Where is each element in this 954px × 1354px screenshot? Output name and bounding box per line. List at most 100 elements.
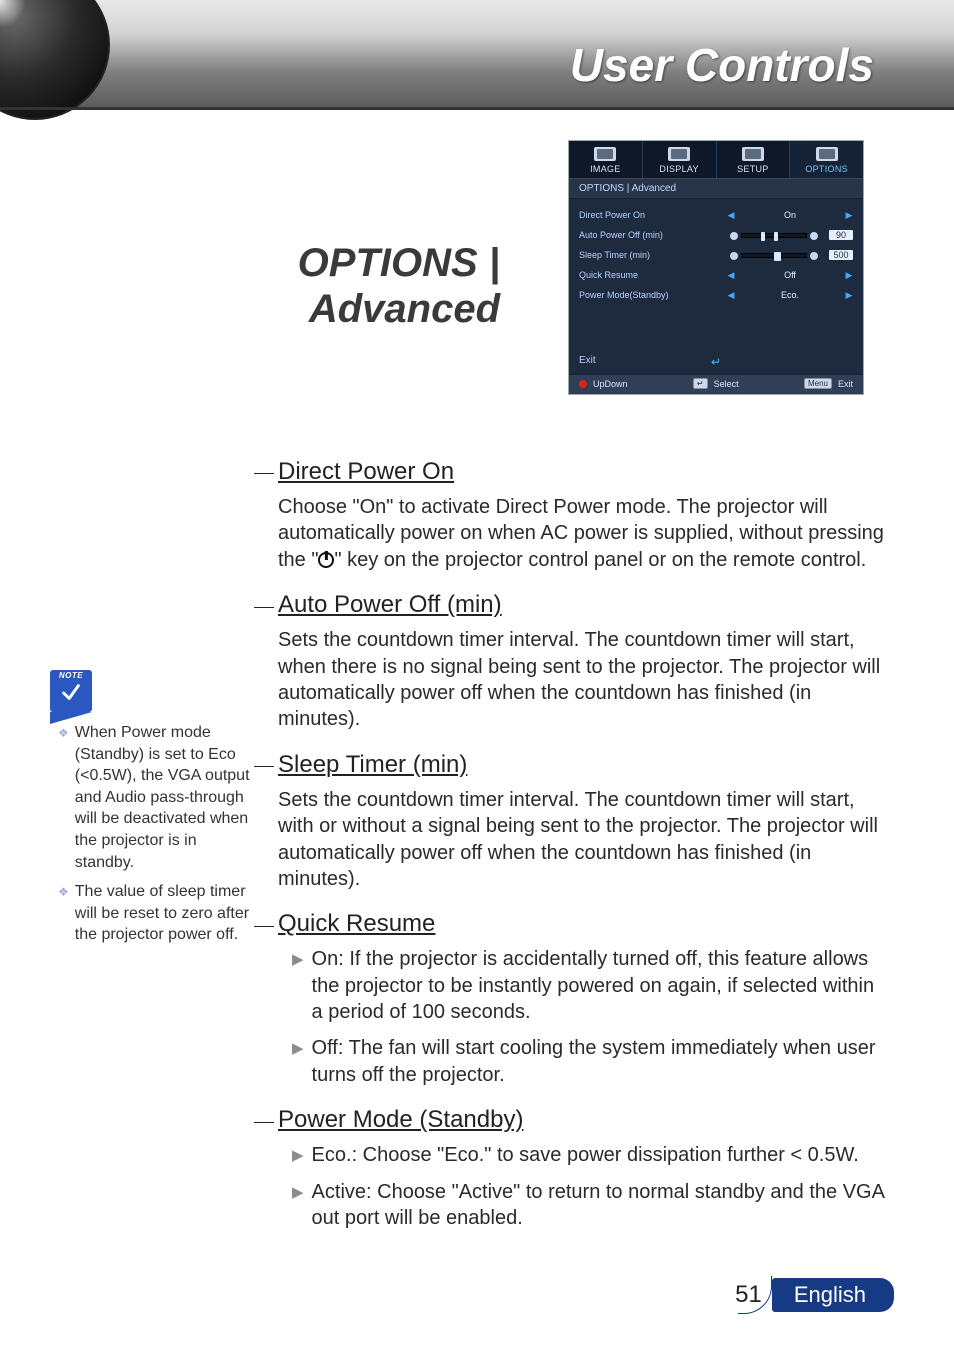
osd-panel: IMAGE DISPLAY SETUP OPTIONS OPTIONS | Advan… <box>568 140 864 395</box>
sidebar-bullet: ❖The value of sleep timer will be reset … <box>58 881 258 946</box>
bullet-text: Eco.: Choose "Eco." to save power dissip… <box>312 1142 859 1168</box>
osd-row-value: 500 <box>829 250 853 260</box>
arrow-left-icon[interactable]: ◀ <box>727 290 735 301</box>
topic-body: Choose "On" to activate Direct Power mod… <box>278 494 884 573</box>
osd-row-label: Sleep Timer (min) <box>579 250 719 260</box>
topic-heading: Auto Power Off (min) <box>278 591 884 619</box>
topic-heading: Quick Resume <box>278 910 884 938</box>
osd-row-label: Auto Power Off (min) <box>579 230 719 240</box>
osd-footer: UpDown ↵ Select Menu Exit <box>569 374 863 394</box>
arrow-right-icon[interactable]: ▶ <box>845 290 853 301</box>
red-dot-icon <box>579 380 587 388</box>
osd-footer-exit: Exit <box>838 379 853 389</box>
osd-tab-label: IMAGE <box>590 164 621 174</box>
setup-tab-icon <box>742 147 764 161</box>
topic-bullets: ▶On: If the projector is accidentally tu… <box>292 946 884 1088</box>
osd-footer-select: Select <box>714 379 739 389</box>
topic-bullets: ▶ Eco.: Choose "Eco." to save power dissi… <box>292 1142 884 1231</box>
osd-exit-label: Exit <box>579 355 596 366</box>
bullet-text: Active: Choose "Active" to return to nor… <box>312 1179 884 1232</box>
page-header: User Controls <box>0 0 954 110</box>
arrow-left-icon[interactable]: ◀ <box>727 210 735 221</box>
osd-row-label: Power Mode(Standby) <box>579 290 727 300</box>
enter-icon: ↵ <box>711 355 721 369</box>
osd-tab-options[interactable]: OPTIONS <box>790 141 863 178</box>
note-badge-icon: NOTE <box>50 670 92 712</box>
topic-body: Sets the countdown timer interval. The c… <box>278 627 884 733</box>
arrow-right-icon[interactable]: ▶ <box>845 210 853 221</box>
osd-row-value: Off <box>735 270 845 280</box>
osd-slider-wrap <box>719 230 829 240</box>
bullet-text: On: If the projector is accidentally tur… <box>312 946 884 1025</box>
arrow-left-icon[interactable]: ◀ <box>727 270 735 281</box>
header-divider <box>0 107 954 110</box>
section-title-line2: Advanced <box>309 287 500 331</box>
osd-tab-image[interactable]: IMAGE <box>569 141 643 178</box>
sun-high-icon <box>810 252 818 260</box>
bullet-arrow-icon: ▶ <box>292 1035 304 1088</box>
arrow-right-icon[interactable]: ▶ <box>845 270 853 281</box>
bullet-arrow-icon: ▶ <box>292 946 304 1025</box>
diamond-icon: ❖ <box>58 722 69 873</box>
osd-exit-row: Exit ↵ <box>569 349 863 374</box>
image-tab-icon <box>594 147 616 161</box>
osd-list: Direct Power On◀On▶Auto Power Off (min) … <box>569 199 863 349</box>
osd-tab-label: DISPLAY <box>659 164 698 174</box>
bullet-arrow-icon: ▶ <box>292 1142 304 1168</box>
topic: Power Mode (Standby) ▶ Eco.: Choose "Eco."… <box>278 1106 884 1231</box>
topic-heading: Direct Power On <box>278 458 884 486</box>
bullet-item: ▶Off: The fan will start cooling the sys… <box>292 1035 884 1088</box>
osd-row-value: On <box>735 210 845 220</box>
bullet-text: Off: The fan will start cooling the syst… <box>312 1035 884 1088</box>
bullet-item: ▶ Eco.: Choose "Eco." to save power dissi… <box>292 1142 884 1168</box>
page-title: User Controls <box>570 38 874 92</box>
osd-row-label: Quick Resume <box>579 270 727 280</box>
osd-tabs: IMAGE DISPLAY SETUP OPTIONS <box>569 141 863 178</box>
section-title: OPTIONS | Advanced <box>80 240 500 332</box>
main-content: Direct Power On Choose "On" to activate D… <box>278 458 884 1249</box>
sun-high-icon <box>810 232 818 240</box>
bullet-arrow-icon: ▶ <box>292 1179 304 1232</box>
osd-row-value: 90 <box>829 230 853 240</box>
diamond-icon: ❖ <box>58 881 69 946</box>
bullet-item: ▶On: If the projector is accidentally tu… <box>292 946 884 1025</box>
topic-heading: Power Mode (Standby) <box>278 1106 884 1134</box>
osd-tab-label: OPTIONS <box>805 164 848 174</box>
osd-row[interactable]: Auto Power Off (min) 90 <box>579 225 853 245</box>
osd-slider[interactable] <box>741 253 807 258</box>
osd-row[interactable]: Quick Resume◀Off▶ <box>579 265 853 285</box>
menu-key-icon: Menu <box>804 378 832 389</box>
osd-tab-display[interactable]: DISPLAY <box>643 141 717 178</box>
section-title-line1: OPTIONS | <box>298 241 500 285</box>
sidebar-bullet-text: The value of sleep timer will be reset t… <box>75 881 258 946</box>
topic-heading: Sleep Timer (min) <box>278 751 884 779</box>
osd-row-value: Eco. <box>735 290 845 300</box>
display-tab-icon <box>668 147 690 161</box>
page-footer: 51 English <box>735 1278 894 1312</box>
sun-low-icon <box>730 252 738 260</box>
sidebar-bullet-text: When Power mode (Standby) is set to Eco … <box>75 722 258 873</box>
select-key-icon: ↵ <box>693 378 708 389</box>
lens-decor <box>0 0 110 120</box>
sun-low-icon <box>730 232 738 240</box>
bullet-item: ▶Active: Choose "Active" to return to no… <box>292 1179 884 1232</box>
osd-row[interactable]: Direct Power On◀On▶ <box>579 205 853 225</box>
osd-row-label: Direct Power On <box>579 210 727 220</box>
osd-row[interactable]: Sleep Timer (min) 500 <box>579 245 853 265</box>
sidebar-note: NOTE ❖When Power mode (Standby) is set t… <box>58 670 258 954</box>
topic: Direct Power On Choose "On" to activate D… <box>278 458 884 573</box>
osd-tab-setup[interactable]: SETUP <box>717 141 791 178</box>
topic-body: Sets the countdown timer interval. The c… <box>278 787 884 893</box>
osd-slider-wrap <box>719 250 829 260</box>
sidebar-bullet: ❖When Power mode (Standby) is set to Eco… <box>58 722 258 873</box>
osd-row[interactable]: Power Mode(Standby)◀Eco.▶ <box>579 285 853 305</box>
osd-footer-updown: UpDown <box>593 379 628 389</box>
topic: Quick Resume ▶On: If the projector is acc… <box>278 910 884 1088</box>
topic: Sleep Timer (min) Sets the countdown time… <box>278 751 884 893</box>
osd-tab-label: SETUP <box>737 164 769 174</box>
osd-slider[interactable] <box>741 233 807 238</box>
options-tab-icon <box>816 147 838 161</box>
topic: Auto Power Off (min) Sets the countdown t… <box>278 591 884 733</box>
osd-breadcrumb: OPTIONS | Advanced <box>569 178 863 199</box>
power-icon <box>318 552 334 568</box>
